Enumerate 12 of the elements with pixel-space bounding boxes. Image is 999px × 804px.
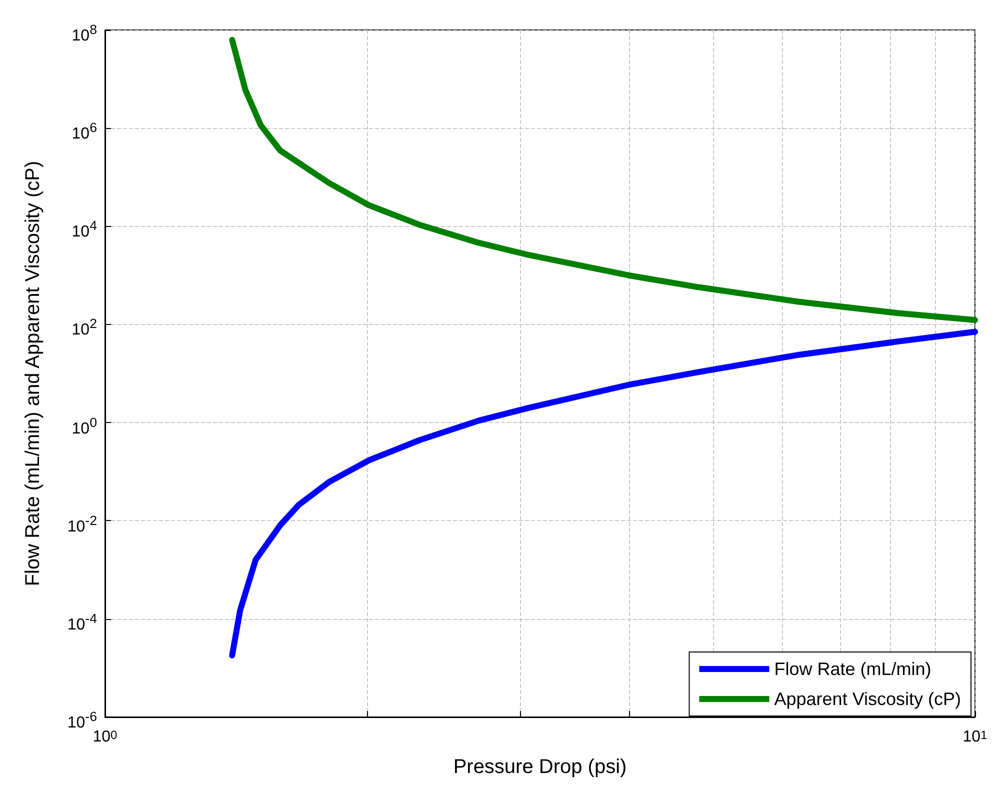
y-tick-label: 10$^{2}$ — [72, 315, 97, 341]
y-tick-label: 10$^{4}$ — [72, 217, 97, 243]
y-tick-label: 10$^{6}$ — [72, 119, 97, 144]
y-tick-label: 10$^{-4}$ — [67, 610, 97, 636]
legend-label: Flow Rate (mL/min) — [774, 659, 932, 679]
y-tick-label: 10$^{-6}$ — [67, 709, 97, 732]
y-tick-label: 10$^{0}$ — [72, 414, 97, 439]
y-tick-label: 10$^{8}$ — [72, 21, 97, 46]
y-axis-title: Flow Rate (mL/min) and Apparent Viscosity (cP) — [22, 160, 44, 586]
x-axis-title: Pressure Drop (psi) — [453, 756, 627, 778]
y-tick-label: 10$^{-2}$ — [67, 512, 97, 538]
legend-label: Apparent Viscosity (cP) — [774, 689, 962, 709]
